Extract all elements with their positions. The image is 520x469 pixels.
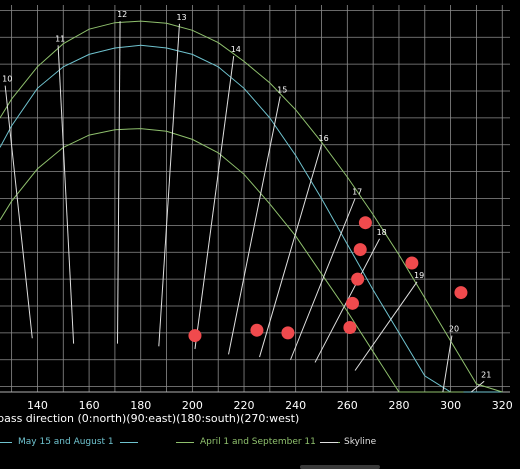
hour-line-12 xyxy=(116,21,121,344)
data-point xyxy=(405,256,419,270)
hour-line-19 xyxy=(354,281,418,371)
legend-label: May 15 and August 1 xyxy=(18,437,114,447)
hour-lines: 10 11 12 13 14 15 16 17 18 19 20 21 xyxy=(2,10,491,393)
data-point xyxy=(351,272,365,286)
hour-label-10: 10 xyxy=(2,75,12,84)
x-tick-label: 240 xyxy=(285,399,306,412)
x-tick-labels: 140 160 180 200 220 240 260 280 300 320 xyxy=(27,399,513,412)
x-tick-label: 160 xyxy=(79,399,100,412)
legend-swatch xyxy=(119,441,138,443)
chart-points xyxy=(188,216,468,343)
sun-path-chart: 10 11 12 13 14 15 16 17 18 19 20 21 140 160 180 200 220… xyxy=(0,5,513,425)
legend-label: Skyline xyxy=(344,437,377,447)
hour-line-16 xyxy=(259,144,322,358)
hour-label-12: 12 xyxy=(117,10,127,19)
data-point xyxy=(343,321,357,334)
hour-label-11: 11 xyxy=(55,34,65,43)
series-line-upper-curve xyxy=(0,20,503,393)
hour-label-15: 15 xyxy=(277,85,287,94)
legend-swatch xyxy=(176,441,194,443)
chart-series-lines xyxy=(0,20,503,393)
hour-line-20 xyxy=(442,335,453,393)
hour-line-11 xyxy=(57,45,75,344)
x-tick-label: 220 xyxy=(234,399,255,412)
chart-legend: May 15 and August 1 April 1 and September… xyxy=(0,431,520,453)
series-line-april-1-and-september-11 xyxy=(0,128,464,393)
hour-label-18: 18 xyxy=(377,228,387,237)
legend-item: May 15 and August 1 xyxy=(0,437,144,447)
x-tick-label: 280 xyxy=(388,399,409,412)
legend-swatch xyxy=(0,441,12,443)
hour-line-10 xyxy=(4,85,33,339)
data-point xyxy=(188,329,202,343)
data-point xyxy=(353,243,367,257)
home-indicator xyxy=(300,465,380,469)
hour-line-17 xyxy=(290,198,356,360)
hour-label-13: 13 xyxy=(176,13,186,22)
hour-line-15 xyxy=(228,96,281,355)
data-point xyxy=(358,216,372,230)
x-tick-label: 300 xyxy=(440,399,461,412)
x-tick-label: 140 xyxy=(27,399,48,412)
hour-label-20: 20 xyxy=(449,325,459,334)
series-line-may-15-and-august-1 xyxy=(0,44,503,393)
data-point xyxy=(345,296,359,310)
hour-label-14: 14 xyxy=(231,45,241,54)
hour-label-19: 19 xyxy=(414,271,424,280)
data-point xyxy=(281,326,295,340)
hour-label-17: 17 xyxy=(352,188,362,197)
hour-line-14 xyxy=(194,55,235,350)
x-axis-title: Compass direction (0:north)(90:east)(180… xyxy=(0,412,299,425)
hour-line-13 xyxy=(158,23,180,347)
data-point xyxy=(454,286,468,300)
x-tick-label: 320 xyxy=(492,399,513,412)
legend-label: April 1 and September 11 xyxy=(200,437,316,447)
hour-line-21 xyxy=(470,380,485,393)
legend-item: Skyline xyxy=(314,437,376,447)
data-point xyxy=(250,323,264,337)
x-tick-label: 260 xyxy=(337,399,358,412)
hour-label-21: 21 xyxy=(481,370,491,379)
legend-swatch xyxy=(320,441,338,443)
x-tick-label: 200 xyxy=(182,399,203,412)
x-tick-label: 180 xyxy=(130,399,151,412)
hour-label-16: 16 xyxy=(318,134,328,143)
